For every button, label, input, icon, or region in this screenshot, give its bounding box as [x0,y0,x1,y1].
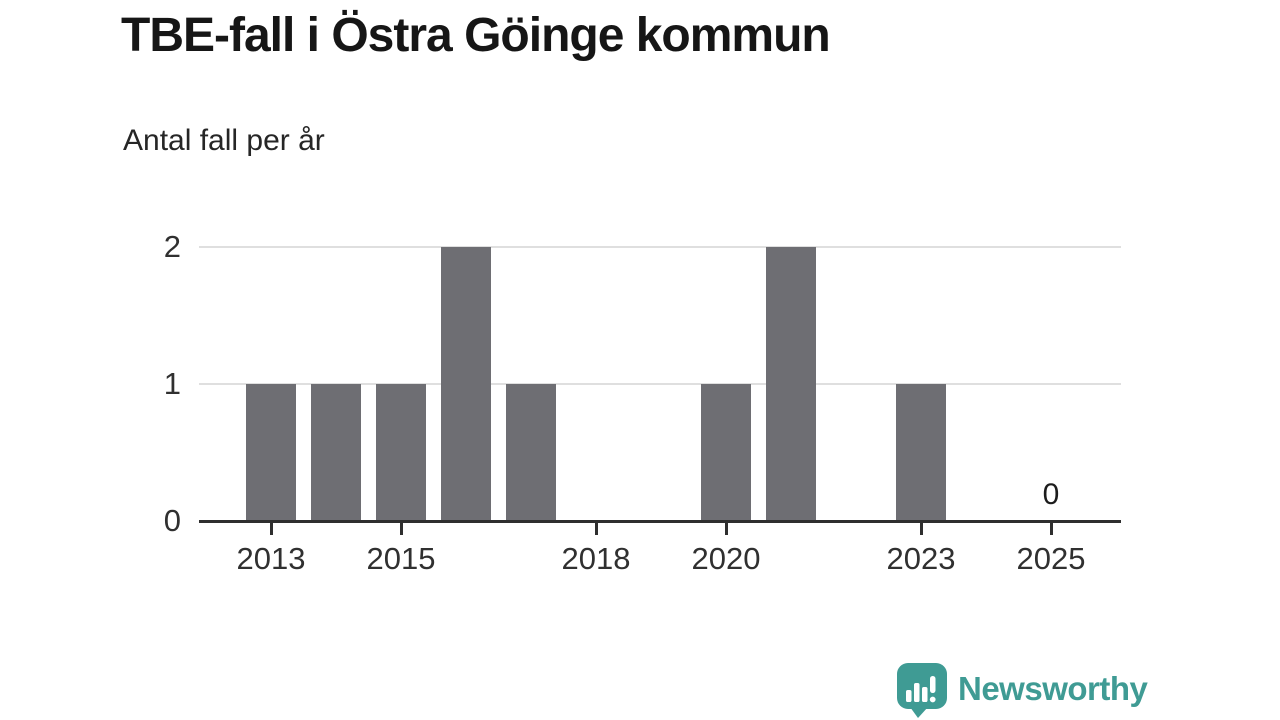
bar-2013 [246,384,296,520]
bar-2023 [896,384,946,520]
x-axis-tick-label: 2025 [1016,541,1086,576]
bar-2016 [441,247,491,520]
chart-title: TBE-fall i Östra Göinge kommun [121,9,831,62]
bar-2021 [766,247,816,520]
bar-2020 [701,384,751,520]
gridline-y2 [199,246,1121,248]
x-axis-line [199,520,1121,523]
bar-2014 [311,384,361,520]
x-axis-tick [724,523,728,535]
newsworthy-logo: Newsworthy [897,663,1148,718]
bar-2015 [376,384,426,520]
chart-subtitle: Antal fall per år [123,124,325,157]
newsworthy-logo-text: Newsworthy [958,670,1148,707]
x-axis-tick-label: 2015 [366,541,436,576]
x-axis-tick-label: 2013 [236,541,306,576]
y-axis-tick-label: 1 [163,366,181,401]
x-axis-tick [269,523,273,535]
x-axis-tick [594,523,598,535]
x-axis-tick-label: 2023 [886,541,956,576]
bar-2017 [506,384,556,520]
x-axis-tick [1049,523,1053,535]
x-axis-tick [919,523,923,535]
y-axis-tick-label: 0 [163,503,181,538]
y-axis-tick-label: 2 [163,229,181,264]
x-axis-tick [399,523,403,535]
x-axis-tick-label: 2020 [691,541,761,576]
newsworthy-logo-icon [897,663,947,718]
bar-value-label-2025: 0 [1042,478,1060,511]
gridline-y1 [199,383,1121,385]
x-axis-tick-label: 2018 [561,541,631,576]
